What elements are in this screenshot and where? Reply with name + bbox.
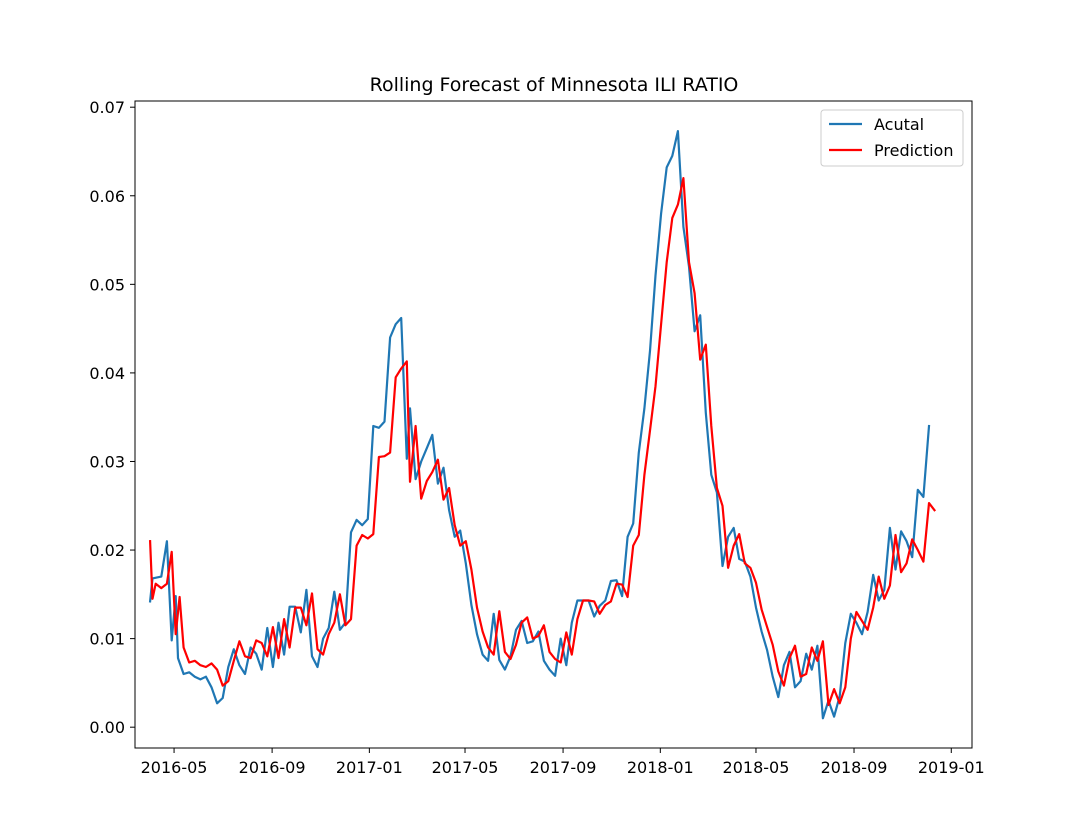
series-line-1 — [148, 177, 937, 707]
legend-label-prediction: Prediction — [874, 141, 953, 160]
y-axis: 0.00 0.01 0.02 0.03 0.04 0.05 0.06 0.07 — [89, 98, 135, 737]
x-axis: 2016-05 2016-09 2017-01 2017-05 2017-09 2018-… — [141, 748, 985, 777]
y-tick-label: 0.04 — [89, 364, 125, 383]
plot-background — [135, 101, 972, 748]
chart-title: Rolling Forecast of Minnesota ILI RATIO — [370, 74, 739, 96]
y-tick-label: 0.00 — [89, 718, 125, 737]
x-tick-label: 2016-09 — [239, 758, 306, 777]
y-tick-label: 0.05 — [89, 275, 125, 294]
y-tick-label: 0.07 — [89, 98, 125, 117]
plot-area — [134, 100, 973, 749]
legend: Acutal Prediction — [820, 109, 964, 167]
x-tick-label: 2017-05 — [432, 758, 499, 777]
x-tick-label: 2019-01 — [918, 758, 985, 777]
y-tick-label: 0.06 — [89, 187, 125, 206]
x-tick-label: 2018-01 — [627, 758, 694, 777]
x-tick-label: 2018-09 — [821, 758, 888, 777]
x-tick-label: 2017-01 — [336, 758, 403, 777]
y-tick-label: 0.03 — [89, 452, 125, 471]
x-tick-label: 2016-05 — [141, 758, 208, 777]
axes-frame — [134, 100, 973, 749]
series-lines — [148, 130, 937, 720]
y-tick-label: 0.01 — [89, 630, 125, 649]
legend-label-actual: Acutal — [874, 115, 924, 134]
x-tick-label: 2018-05 — [723, 758, 790, 777]
x-tick-label: 2017-09 — [530, 758, 597, 777]
y-tick-label: 0.02 — [89, 541, 125, 560]
